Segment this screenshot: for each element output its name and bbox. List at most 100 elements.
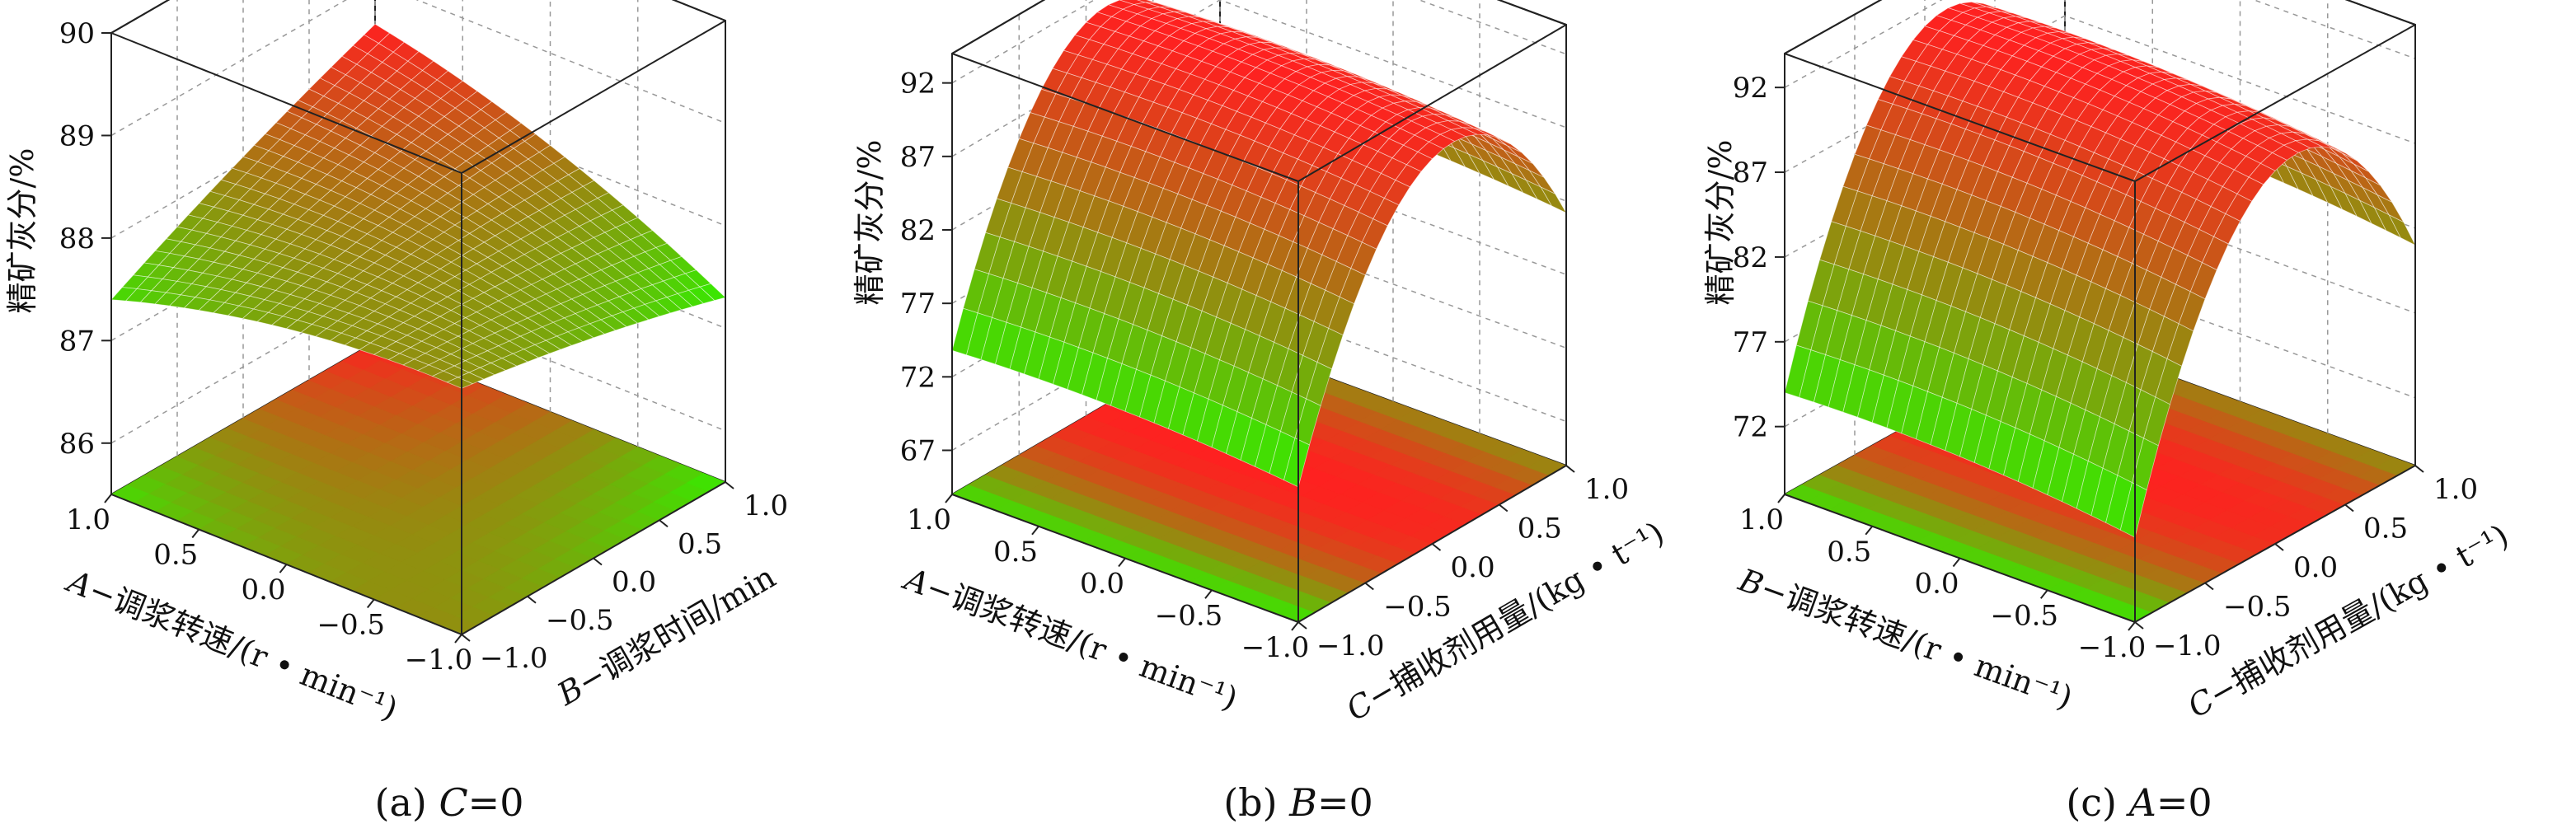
x-tick-label: −0.5 <box>317 609 385 642</box>
y-tick-label: 0.0 <box>612 566 656 599</box>
response-surface <box>110 23 726 389</box>
caption-variable: A <box>2126 780 2156 825</box>
y-tick-label: 1.0 <box>1584 473 1629 506</box>
x-tick-mark <box>1777 494 1785 503</box>
z-tick-label: 77 <box>1733 326 1768 359</box>
z-gridline <box>1784 15 2416 173</box>
z-tick-label: 87 <box>1733 157 1768 190</box>
x-tick-label: 0.0 <box>241 573 285 606</box>
x-axis: 1.0 0.5 0.0 −0.5 −1.0 <box>1739 494 2146 664</box>
x-tick-label: 0.0 <box>1914 568 1959 601</box>
caption-value: =0 <box>1317 780 1373 825</box>
z-axis-label: 精矿灰分/% <box>852 140 888 306</box>
z-tick-label: 88 <box>59 222 95 255</box>
y-tick-label: −0.5 <box>2223 591 2292 624</box>
y-tick-mark <box>2344 503 2354 513</box>
z-tick-label: 86 <box>59 428 95 461</box>
box-edge <box>1784 53 2136 182</box>
box-edge <box>951 53 1299 182</box>
x-tick-mark <box>2039 589 2048 599</box>
y-tick-mark <box>461 634 471 642</box>
y-tick-label: 1.0 <box>2433 473 2478 506</box>
y-tick-mark <box>725 481 734 489</box>
y-tick-label: −1.0 <box>1316 630 1385 662</box>
chart-b-response-surface: 67 72 77 82 87 92 1.0 0.5 0.0 −0.5 −1.0 −1.0 −0.5 0.0… <box>852 0 1670 825</box>
z-tick-label: 72 <box>900 361 936 394</box>
y-tick-label: 0.5 <box>2363 513 2408 545</box>
x-tick-mark <box>104 494 112 503</box>
caption-prefix: (b) <box>1223 780 1289 825</box>
z-gridline <box>951 0 1567 84</box>
y-tick-mark <box>1364 582 1374 591</box>
caption-value: =0 <box>468 780 524 825</box>
z-tick-label: 67 <box>900 435 936 468</box>
box-frame <box>1784 0 2416 623</box>
x-tick-label: 0.5 <box>153 539 198 572</box>
x-tick-label: −1.0 <box>405 644 473 676</box>
z-tick-label: 89 <box>59 119 95 152</box>
y-tick-mark <box>527 595 537 604</box>
x-tick-label: −1.0 <box>1241 631 1310 664</box>
response-surface <box>951 0 1568 488</box>
z-tick-label: 77 <box>900 288 936 321</box>
y-tick-label: 0.0 <box>2293 551 2338 584</box>
z-tick-label: 90 <box>59 17 95 50</box>
x-tick-mark <box>1031 526 1039 536</box>
box-edge <box>110 32 462 174</box>
z-tick-label: 87 <box>900 141 936 174</box>
y-tick-mark <box>2274 543 2284 551</box>
z-axis: 72 77 82 87 92 <box>1733 72 1785 444</box>
x-axis: 1.0 0.5 0.0 −0.5 −1.0 <box>907 494 1309 664</box>
x-tick-label: −1.0 <box>2078 631 2147 664</box>
y-tick-mark <box>1499 503 1509 513</box>
z-tick-label: 72 <box>1733 411 1768 444</box>
x-tick-mark <box>279 564 288 573</box>
z-gridline <box>110 289 726 444</box>
x-tick-mark <box>454 634 462 644</box>
x-tick-label: 1.0 <box>1739 503 1784 536</box>
chart-a-response-surface: 86 87 88 89 90 1.0 0.5 0.0 −0.5 −1.0 −1.0 −0.5 0.0 0.… <box>4 0 788 825</box>
box-edge <box>1496 0 1567 26</box>
surface-cell <box>1283 438 1310 488</box>
box-edge <box>2344 0 2416 26</box>
response-surface <box>1784 1 2416 538</box>
y-tick-mark <box>2204 582 2214 591</box>
y-tick-label: 0.0 <box>1451 551 1495 584</box>
panel-caption: (c) A=0 <box>2066 780 2212 825</box>
caption-variable: C <box>439 780 467 825</box>
y-tick-mark <box>593 557 603 566</box>
x-tick-mark <box>1865 526 1874 536</box>
x-tick-label: 0.0 <box>1080 568 1124 601</box>
z-tick-label: 92 <box>1733 72 1768 105</box>
x-tick-mark <box>1204 589 1213 599</box>
x-tick-label: 1.0 <box>907 503 951 536</box>
box-edge <box>2134 24 2416 182</box>
y-tick-label: 0.5 <box>678 527 722 560</box>
x-tick-mark <box>1291 621 1299 631</box>
y-tick-mark <box>2134 621 2144 630</box>
z-axis-label: 精矿灰分/% <box>1702 140 1738 306</box>
x-tick-mark <box>1118 557 1126 568</box>
y-tick-mark <box>2414 465 2424 473</box>
z-tick-label: 82 <box>900 214 936 247</box>
x-axis-label: A−调浆转速/(r • min⁻¹) <box>898 560 1242 717</box>
x-tick-label: 0.5 <box>1827 536 1871 569</box>
x-tick-label: −0.5 <box>1990 599 2058 632</box>
z-axis: 86 87 88 89 90 <box>59 17 111 461</box>
z-tick-label: 87 <box>59 325 95 358</box>
x-tick-mark <box>945 494 953 503</box>
surface-cell <box>2119 482 2147 538</box>
panel-caption: (b) B=0 <box>1223 780 1373 825</box>
x-tick-label: −0.5 <box>1155 599 1223 632</box>
y-tick-label: −1.0 <box>2153 630 2222 662</box>
panel-caption: (a) C=0 <box>375 780 524 825</box>
z-tick-label: 82 <box>1733 241 1768 274</box>
y-axis: −1.0 −0.5 0.0 0.5 1.0 <box>461 481 788 675</box>
caption-variable: B <box>1288 780 1317 825</box>
surface-cell <box>446 377 474 389</box>
z-axis: 67 72 77 82 87 92 <box>900 68 952 468</box>
x-tick-label: 0.5 <box>993 536 1038 569</box>
y-tick-mark <box>659 519 669 528</box>
z-gridline <box>110 85 726 239</box>
